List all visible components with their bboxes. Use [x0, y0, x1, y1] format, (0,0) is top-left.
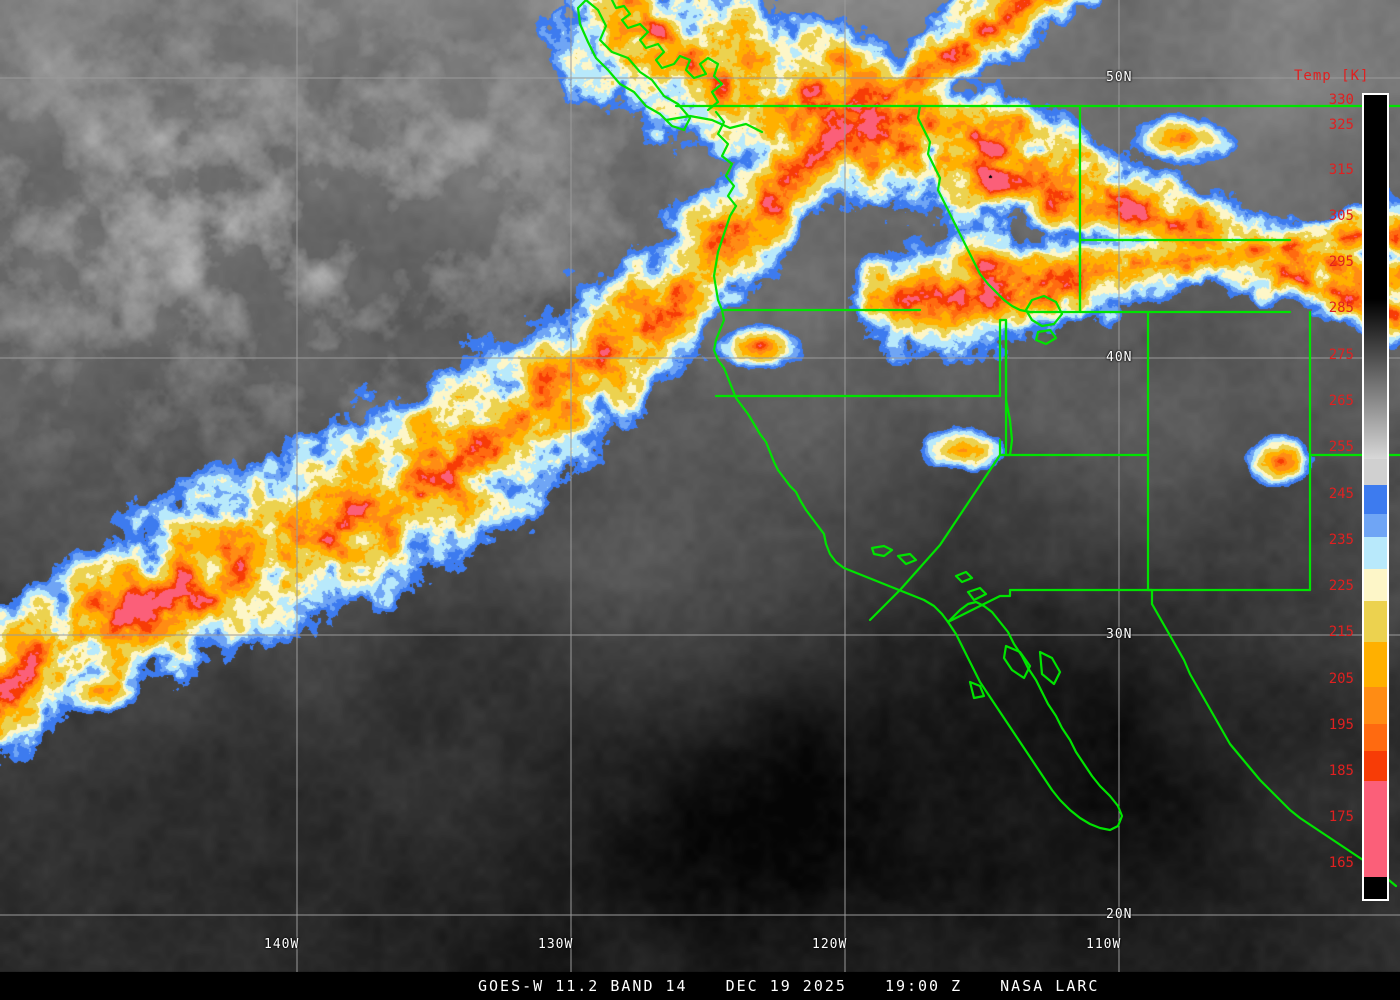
colorbar-segment-blue — [1364, 484, 1387, 515]
colorbar-tick-275: 275 — [1328, 347, 1354, 363]
colorbar-tick-325: 325 — [1328, 117, 1354, 133]
colorbar-tick-245: 245 — [1328, 486, 1354, 502]
puget-sound-path — [714, 110, 738, 208]
colorbar-tick-235: 235 — [1328, 532, 1354, 548]
colorbar-gradient — [1362, 93, 1389, 901]
colorbar-segment-pale-yellow — [1364, 568, 1387, 601]
colorbar-tick-195: 195 — [1328, 717, 1354, 733]
colorbar-segment-red-orange — [1364, 751, 1387, 782]
colorbar-segment-gold — [1364, 600, 1387, 643]
graticule-lines — [0, 0, 1400, 972]
nevada-diagonal-border-path — [998, 398, 1014, 457]
colorbar-title: Temp [K] — [1294, 68, 1370, 84]
gulf-islands-path — [968, 644, 1062, 700]
colorbar-tick-285: 285 — [1328, 300, 1354, 316]
colorbar-segment-black-hot — [1364, 95, 1387, 299]
us-mexico-border-path — [946, 588, 1154, 624]
colorbar-segment-deep-orange — [1364, 723, 1387, 751]
vancouver-island-path — [576, 0, 692, 132]
california-nevada-diagonal — [868, 453, 1002, 622]
colorbar-segment-orange — [1364, 687, 1387, 724]
colorbar-segment-light-blue — [1364, 536, 1387, 569]
caption-date: DEC 19 2025 — [725, 977, 847, 995]
colorbar-tick-175: 175 — [1328, 809, 1354, 825]
bc-coastline-path — [610, 0, 724, 112]
colorbar: Temp [K] 330 325 315 305 295 285 275 265 255 245 2… — [1294, 60, 1400, 910]
colorbar-segment-black-cold — [1364, 876, 1387, 895]
mexico-west-coast-path — [1150, 602, 1398, 888]
colorbar-segment-gray-plateau — [1364, 459, 1387, 485]
colorbar-segment-amber — [1364, 642, 1387, 687]
colorbar-tick-305: 305 — [1328, 208, 1354, 224]
political-borders — [576, 0, 1400, 888]
colorbar-tick-295: 295 — [1328, 254, 1354, 270]
colorbar-segment-gray-ramp — [1364, 299, 1387, 459]
colorbar-tick-315: 315 — [1328, 162, 1354, 178]
colorbar-tick-265: 265 — [1328, 393, 1354, 409]
colorbar-tick-215: 215 — [1328, 624, 1354, 640]
channel-islands-path — [870, 544, 988, 602]
colorbar-segment-mid-blue — [1364, 514, 1387, 537]
caption-bar: GOES-W 11.2 BAND 14 DEC 19 2025 19:00 Z … — [0, 972, 1400, 1000]
baja-california-path — [946, 600, 1124, 832]
caption-product: GOES-W 11.2 BAND 14 — [478, 977, 688, 995]
idaho-oregon-border-path — [916, 104, 1082, 314]
colorbar-tick-205: 205 — [1328, 671, 1354, 687]
west-coast-path — [712, 204, 950, 624]
caption-source: NASA LARC — [1000, 977, 1100, 995]
colorbar-tick-165: 165 — [1328, 855, 1354, 871]
strait-juan-de-fuca-path — [664, 114, 764, 134]
colorbar-segment-pink — [1364, 781, 1387, 877]
great-salt-lake-path — [1024, 294, 1064, 346]
colorbar-tick-330: 330 — [1328, 92, 1354, 108]
colorbar-tick-225: 225 — [1328, 578, 1354, 594]
colorbar-tick-185: 185 — [1328, 763, 1354, 779]
caption-time: 19:00 Z — [884, 977, 963, 995]
wyoming-west-border-path — [1078, 238, 1087, 314]
colorbar-tick-255: 255 — [1328, 439, 1354, 455]
